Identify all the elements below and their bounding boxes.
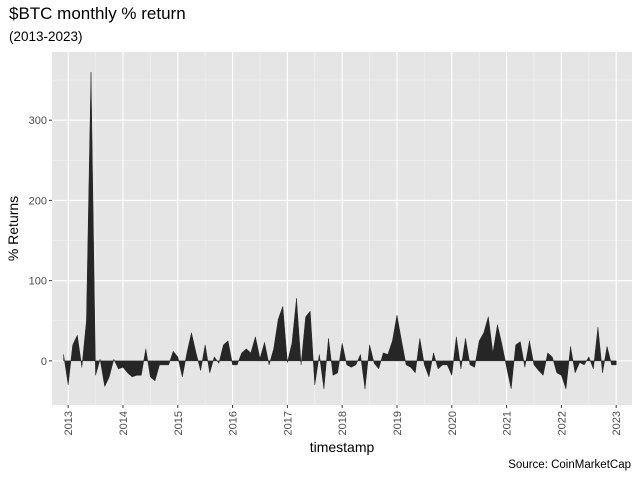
chart-title: $BTC monthly % return (9, 4, 186, 23)
x-tick-label: 2017 (282, 411, 294, 435)
x-axis-title: timestamp (310, 439, 375, 455)
x-tick-label: 2015 (173, 411, 185, 435)
x-tick-label: 2014 (118, 411, 130, 435)
y-tick-label: 200 (29, 195, 47, 207)
x-tick-label: 2020 (447, 411, 459, 435)
x-tick-label: 2018 (337, 411, 349, 435)
y-axis-title: % Returns (5, 196, 21, 261)
x-tick-label: 2013 (63, 411, 75, 435)
chart-caption: Source: CoinMarketCap (508, 459, 631, 471)
y-axis: 0 100 200 300 (29, 115, 52, 368)
chart-subtitle: (2013-2023) (9, 29, 83, 44)
x-tick-label: 2016 (228, 411, 240, 435)
x-tick-label: 2019 (392, 411, 404, 435)
grid-lines (52, 52, 632, 405)
x-axis: 2013 2014 2015 2016 2017 2018 2019 2020 2021 2022… (63, 405, 623, 435)
y-tick-label: 300 (29, 115, 47, 127)
x-tick-label: 2022 (556, 411, 568, 435)
x-tick-label: 2023 (611, 411, 623, 435)
returns-area (63, 72, 617, 390)
y-tick-label: 0 (41, 356, 47, 368)
y-tick-label: 100 (29, 276, 47, 288)
x-tick-label: 2021 (502, 411, 514, 435)
